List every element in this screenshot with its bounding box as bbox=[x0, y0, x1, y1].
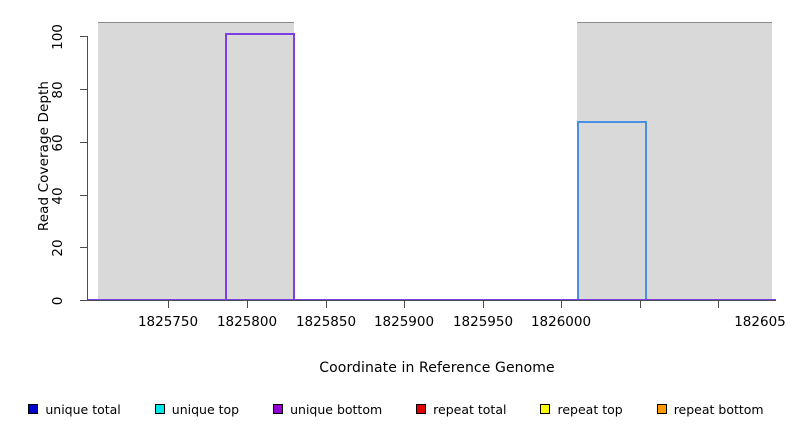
legend-label-unique-bottom: unique bottom bbox=[290, 401, 383, 417]
shaded-region-left bbox=[98, 22, 294, 301]
legend-swatch-icon-unique-total bbox=[28, 404, 39, 414]
legend-label-repeat-total: repeat total bbox=[433, 401, 507, 417]
y-tick-label-60-wrap: 60 bbox=[38, 134, 78, 151]
legend-item-repeat-top: repeat top bbox=[540, 401, 623, 417]
y-tick-40 bbox=[80, 195, 87, 196]
y-tick-label-0-wrap: 0 bbox=[38, 293, 78, 307]
legend-label-unique-total: unique total bbox=[45, 401, 121, 417]
y-tick-60 bbox=[80, 142, 87, 143]
legend-swatch-icon-repeat-bottom bbox=[656, 404, 667, 414]
legend-label-repeat-bottom: repeat bottom bbox=[673, 401, 764, 417]
y-tick-0 bbox=[80, 300, 87, 301]
x-tick-4 bbox=[404, 301, 405, 308]
x-axis-line bbox=[88, 300, 776, 301]
x-tick-label-5: 1825950 bbox=[452, 314, 514, 330]
legend-swatch-icon-repeat-total bbox=[416, 404, 427, 414]
legend-label-repeat-top: repeat top bbox=[557, 401, 623, 417]
y-tick-label-80-wrap: 80 bbox=[38, 81, 78, 98]
legend-item-repeat-total: repeat total bbox=[416, 402, 506, 417]
plot-area bbox=[88, 22, 776, 301]
y-tick-100 bbox=[80, 36, 87, 37]
x-tick-5 bbox=[483, 301, 484, 308]
y-tick-label-80: 80 bbox=[50, 81, 66, 99]
x-tick-label-2: 1825800 bbox=[216, 314, 278, 330]
series-step-peak-blue bbox=[577, 121, 647, 301]
y-tick-label-0: 0 bbox=[50, 296, 66, 306]
y-tick-label-100-wrap: 100 bbox=[38, 24, 78, 50]
y-tick-label-100: 100 bbox=[50, 24, 66, 50]
x-tick-1 bbox=[168, 301, 169, 308]
chart-legend: unique total unique top unique bottom re… bbox=[0, 398, 792, 420]
y-tick-80 bbox=[80, 89, 87, 90]
legend-item-unique-bottom: unique bottom bbox=[273, 402, 382, 417]
legend-label-unique-top: unique top bbox=[171, 401, 240, 417]
y-axis-line bbox=[87, 36, 88, 301]
legend-swatch-icon-unique-bottom bbox=[273, 404, 284, 414]
x-tick-label-6: 1826000 bbox=[530, 314, 592, 330]
legend-item-repeat-bottom: repeat bottom bbox=[656, 401, 764, 417]
x-tick-label-3: 1825850 bbox=[295, 314, 357, 330]
x-tick-label-4: 1825900 bbox=[373, 314, 435, 330]
x-tick-2 bbox=[247, 301, 248, 308]
x-tick-6 bbox=[561, 301, 562, 308]
x-tick-label-8: 182605 bbox=[734, 314, 786, 330]
y-tick-label-20-wrap: 20 bbox=[38, 239, 78, 256]
y-tick-label-40-wrap: 40 bbox=[38, 187, 78, 204]
legend-item-unique-total: unique total bbox=[28, 401, 121, 417]
x-tick-3 bbox=[326, 301, 327, 308]
x-axis-title: Coordinate in Reference Genome bbox=[319, 360, 555, 376]
shaded-region-right bbox=[577, 22, 772, 301]
y-tick-label-60: 60 bbox=[50, 134, 66, 152]
x-tick-8 bbox=[718, 301, 719, 308]
series-step-unique-bottom bbox=[225, 33, 295, 301]
y-tick-label-40: 40 bbox=[50, 187, 66, 205]
legend-item-unique-top: unique top bbox=[154, 401, 240, 417]
shaded-region-left-top-rule bbox=[98, 22, 294, 23]
x-tick-label-1: 1825750 bbox=[137, 314, 199, 330]
legend-swatch-icon-unique-top bbox=[154, 404, 165, 414]
legend-swatch-icon-repeat-top bbox=[540, 404, 551, 414]
x-tick-7 bbox=[640, 301, 641, 308]
y-tick-20 bbox=[80, 247, 87, 248]
shaded-region-right-top-rule bbox=[577, 22, 772, 23]
y-tick-label-20: 20 bbox=[50, 239, 66, 257]
